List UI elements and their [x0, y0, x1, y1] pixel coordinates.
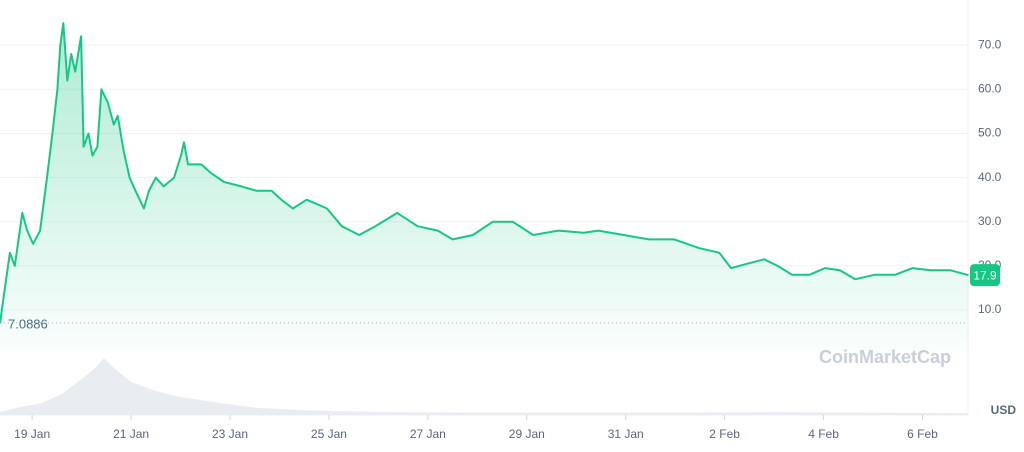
y-tick-label: 50.0	[978, 126, 1002, 140]
volume-area	[0, 358, 968, 415]
x-tick-label: 23 Jan	[212, 427, 248, 441]
x-tick-label: 31 Jan	[608, 427, 644, 441]
y-tick-label: 60.0	[978, 81, 1002, 95]
x-tick-label: 25 Jan	[311, 427, 347, 441]
price-badge-label: 17.9	[973, 268, 997, 282]
y-tick-label: 10.0	[978, 302, 1002, 316]
x-tick-label: 2 Feb	[709, 427, 740, 441]
currency-label: USD	[991, 403, 1017, 417]
y-tick-label: 70.0	[978, 37, 1002, 51]
x-tick-label: 6 Feb	[907, 427, 938, 441]
y-tick-label: 30.0	[978, 214, 1002, 228]
price-badge	[970, 264, 1000, 287]
x-tick-label: 29 Jan	[509, 427, 545, 441]
area	[0, 23, 969, 352]
x-tick-label: 4 Feb	[808, 427, 839, 441]
y-tick-label: 40.0	[978, 170, 1002, 184]
x-tick-label: 21 Jan	[113, 427, 149, 441]
x-tick-label: 19 Jan	[14, 427, 50, 441]
price-line	[0, 22, 969, 324]
x-tick-label: 27 Jan	[410, 427, 446, 441]
